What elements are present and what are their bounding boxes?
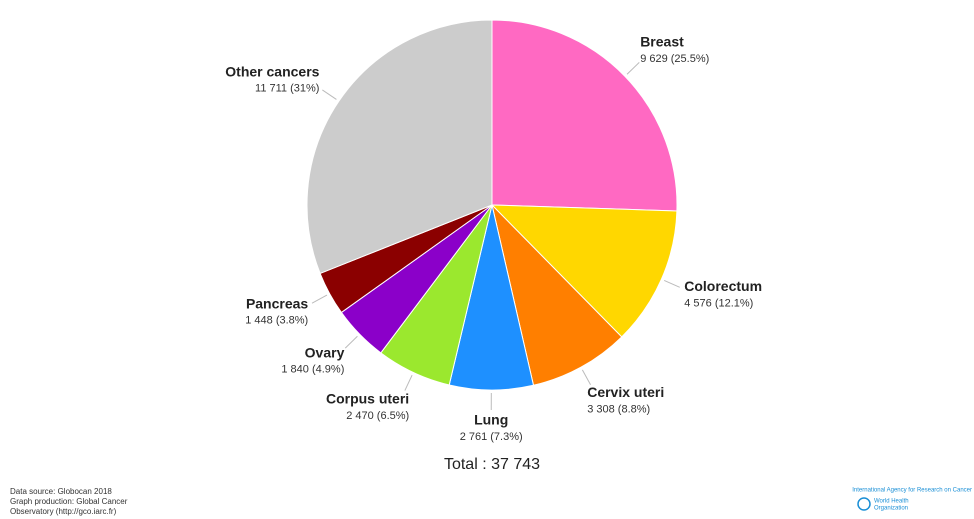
leader-line [626,62,640,75]
slice-value: 1 840 (4.9%) [281,364,344,376]
footer-line: Data source: Globocan 2018 [10,487,112,496]
leader-line [344,335,358,349]
leader-line [311,294,328,304]
slice-name: Colorectum [684,278,762,294]
slice-name: Corpus uteri [326,391,409,407]
slice-value: 4 576 (12.1%) [684,297,753,309]
slice-value: 2 470 (6.5%) [346,410,409,422]
logo-agency: International Agency for Research on Can… [852,488,972,494]
footer-line: Graph production: Global Cancer [10,497,128,506]
pie-slice [490,204,678,338]
pie-slice [491,19,678,212]
footer-line: Observatory (http://gco.iarc.fr) [10,507,117,516]
slice-name: Breast [640,34,684,50]
slice-name: Cervix uteri [587,384,664,400]
slice-value: 9 629 (25.5%) [640,53,709,65]
slice-value: 3 308 (8.8%) [587,403,650,415]
leader-line [663,280,680,288]
slice-name: Other cancers [225,64,319,80]
slice-name: Ovary [305,344,345,360]
logo-who: World Health [874,499,909,505]
slice-value: 11 711 (31%) [255,83,319,95]
logo-icon [857,497,871,511]
logo-who: Organization [874,506,908,512]
slice-name: Lung [474,412,508,428]
total-label: Total : 37 743 [444,456,540,473]
slice-value: 1 448 (3.8%) [245,315,308,327]
leader-line [404,374,413,391]
slice-value: 2 761 (7.3%) [460,431,523,443]
leader-line [581,369,591,385]
pie-slice [491,203,623,386]
pie-slice [306,19,493,275]
slice-name: Pancreas [246,295,308,311]
leader-line [322,89,337,100]
